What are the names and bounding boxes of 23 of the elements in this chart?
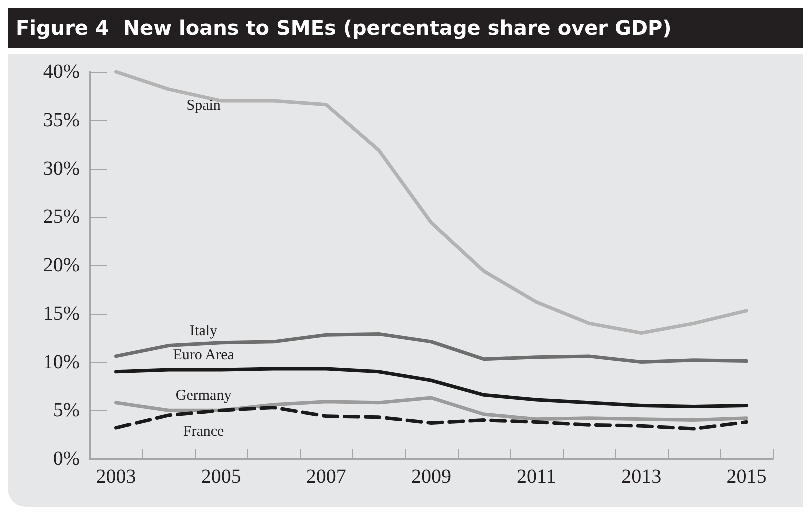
series-label: France	[183, 424, 225, 440]
chart-title: Figure 4 New loans to SMEs (percentage share over GDP)	[8, 8, 803, 48]
y-tick-label: 10%	[43, 351, 80, 374]
series-label: Italy	[190, 323, 218, 340]
y-tick-label: 30%	[43, 158, 80, 180]
series-label: Euro Area	[173, 347, 235, 364]
y-tick-label: 35%	[43, 109, 80, 132]
y-tick-label: 0%	[53, 448, 80, 470]
y-tick-label: 15%	[43, 302, 80, 325]
x-tick-label: 2007	[306, 466, 346, 488]
x-tick-label: 2003	[96, 466, 136, 488]
x-tick-label: 2005	[201, 466, 242, 488]
line-series	[114, 367, 748, 409]
y-tick-label: 5%	[53, 400, 80, 422]
x-tick-label: 2011	[516, 466, 556, 488]
y-tick-label: 20%	[43, 254, 80, 276]
x-tick-label: 2009	[412, 466, 452, 488]
x-tick-label: 2013	[622, 466, 662, 488]
y-tick-label: 25%	[43, 206, 80, 228]
y-tick-label: 40%	[43, 61, 80, 83]
x-tick-label: 2015	[726, 466, 767, 488]
series-label: Germany	[176, 388, 232, 404]
series-label: Spain	[186, 98, 222, 114]
